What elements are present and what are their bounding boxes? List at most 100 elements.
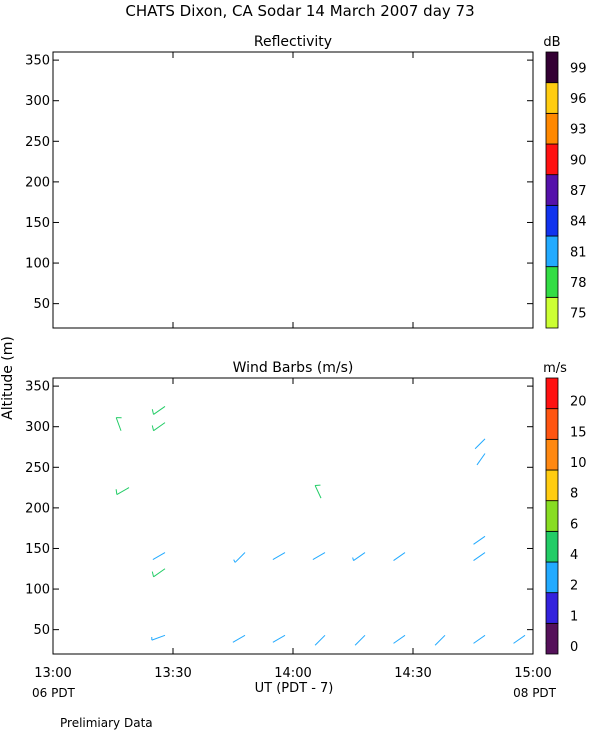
wind-barbs (115, 406, 558, 646)
footnote: Prelimiary Data (60, 716, 153, 730)
colorbar-swatch (545, 204, 559, 237)
colorbar-swatch (545, 112, 559, 145)
colorbar-label: 81 (570, 245, 587, 260)
wind-barb (151, 634, 166, 641)
wind-barb (393, 552, 406, 561)
y-tick-label: 200 (25, 501, 50, 516)
colorbar-swatch (545, 82, 559, 114)
x-tick-labels: 13:00 13:30 14:00 14:30 15:00 (34, 666, 551, 681)
y-tick-label: 100 (25, 257, 50, 272)
wind-barb (513, 634, 526, 644)
colorbar-label: 10 (570, 456, 587, 471)
wind-barb-shaft (153, 406, 166, 415)
colorbar-label: 0 (570, 640, 578, 655)
wind-barb (314, 484, 322, 499)
x-tick-label: 15:00 (514, 666, 551, 681)
y-tick-label: 200 (25, 175, 50, 190)
wind-barb-feather (115, 489, 118, 495)
colorbar-swatch (545, 530, 559, 563)
wind-barb-shaft (513, 634, 526, 644)
reflectivity-colorbar-unit: dB (543, 35, 560, 50)
wind-barb-shaft (152, 552, 166, 560)
wind-barb (151, 406, 166, 415)
colorbar-label: 15 (570, 425, 587, 440)
wind-barbs-panel: Wind Barbs (m/s) 50 100 150 200 250 300 350 0 1… (25, 360, 586, 655)
wind-barb (115, 487, 130, 496)
colorbar-label: 8 (570, 487, 578, 502)
colorbar-swatch (545, 174, 559, 206)
wind-barb-shaft (393, 634, 406, 644)
colorbar-swatch (545, 296, 559, 329)
wind-speed-colorbar: 0 1 2 4 6 8 10 15 20 (545, 377, 587, 655)
wind-barb-shaft (314, 634, 326, 646)
y-tick-label: 50 (33, 297, 50, 312)
wind-barb (473, 535, 486, 545)
wind-barb-shaft (234, 552, 246, 563)
wind-barb-shaft (153, 422, 166, 432)
wind-barb (393, 634, 406, 644)
wind-barb-half-feather (233, 559, 236, 563)
colorbar-label: 4 (570, 548, 578, 563)
wind-barb (115, 417, 122, 431)
wind-barb-shaft (232, 634, 246, 643)
colorbar-swatch (545, 592, 559, 624)
x-tick-label: 13:00 (34, 666, 71, 681)
wind-barb-shaft (151, 634, 166, 641)
colorbar-label: 87 (570, 184, 587, 199)
colorbar-swatch (545, 622, 559, 655)
colorbar-label: 6 (570, 517, 578, 532)
wind-barb (152, 552, 166, 560)
wind-barb-half-feather (352, 557, 355, 561)
wind-colorbar-unit: m/s (543, 361, 567, 376)
wind-barb (151, 568, 166, 578)
y-tick-label: 150 (25, 216, 50, 231)
wind-barb-shaft (312, 552, 326, 560)
wind-barb-shaft (473, 552, 486, 561)
colorbar-swatch (545, 469, 559, 502)
y-tick-label: 350 (25, 54, 50, 69)
y-tick-label: 250 (25, 461, 50, 476)
wind-barbs-plot-area (52, 377, 534, 655)
wind-barbs-axes: 50 100 150 200 250 300 350 (25, 378, 534, 654)
colorbar-swatch (545, 143, 559, 176)
y-tick-label: 250 (25, 135, 50, 150)
colorbar-swatch (545, 235, 559, 268)
wind-barb (354, 634, 366, 646)
wind-barb-shaft (314, 485, 322, 499)
wind-barb-shaft (116, 487, 130, 496)
wind-barb (474, 438, 486, 450)
colorbar-swatch (545, 377, 559, 410)
wind-barb (151, 422, 166, 432)
colorbar-label: 2 (570, 579, 578, 594)
wind-barb (476, 453, 486, 466)
wind-barb (272, 552, 286, 560)
colorbar-label: 1 (570, 609, 578, 624)
y-tick-label: 100 (25, 583, 50, 598)
reflectivity-colorbar: 75 78 81 84 87 90 93 96 99 (545, 51, 587, 329)
x-tick-label: 13:30 (154, 666, 191, 681)
colorbar-label: 96 (570, 92, 587, 107)
colorbar-swatch (545, 408, 559, 440)
wind-barb (352, 552, 366, 561)
wind-barb-shaft (272, 552, 286, 560)
colorbar-swatch (545, 51, 559, 84)
wind-barb-shaft (476, 453, 486, 466)
wind-barb-feather (151, 571, 155, 577)
colorbar-swatch (545, 266, 559, 298)
y-axis-label: Altitude (m) (0, 336, 16, 420)
wind-barb-shaft (474, 438, 486, 450)
wind-barb-shaft (115, 417, 122, 431)
wind-barb (473, 634, 486, 644)
y-tick-label: 300 (25, 94, 50, 109)
colorbar-label: 99 (570, 61, 587, 76)
wind-barb (272, 634, 286, 643)
wind-barb-shaft (354, 634, 366, 646)
colorbar-label: 78 (570, 276, 587, 291)
wind-barb-shaft (434, 634, 446, 646)
wind-barb-feather (151, 409, 155, 415)
reflectivity-plot-area (52, 51, 534, 329)
y-tick-label: 350 (25, 380, 50, 395)
wind-barb (312, 552, 326, 560)
y-tick-label: 300 (25, 420, 50, 435)
y-tick-label: 50 (33, 623, 50, 638)
